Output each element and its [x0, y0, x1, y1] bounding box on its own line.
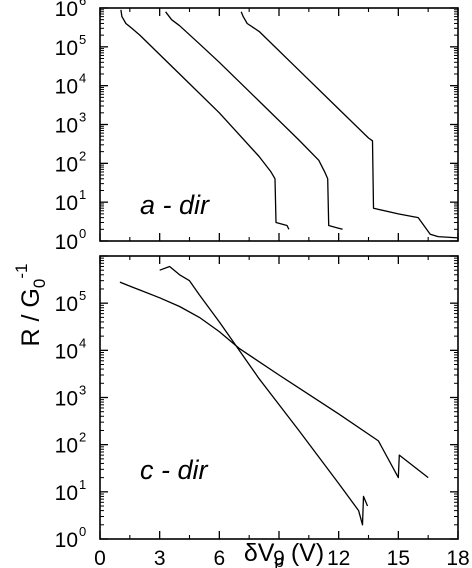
x-axis-title-sub: p [274, 552, 283, 568]
x-axis-title: δVp (V) [244, 539, 324, 568]
y-tick-label: 10 [55, 37, 78, 60]
x-axis-title-main: δV [244, 539, 275, 567]
y-tick-exponent: 3 [79, 110, 86, 125]
plot-frame [99, 255, 459, 540]
series-line-1 [119, 281, 429, 479]
y-axis-label: R / G0-1 [12, 264, 49, 347]
y-axis-title-sub: 0 [30, 279, 49, 288]
series-line-3 [240, 11, 459, 239]
y-tick-base: 10 [55, 293, 78, 316]
y-tick-base: 10 [55, 192, 78, 215]
y-tick-label: 10 [55, 192, 78, 215]
y-axis-title-sup: -1 [12, 264, 31, 279]
y-tick-base: 10 [55, 76, 78, 99]
y-axis-title-main: R / G [17, 288, 45, 346]
y-tick-exponent: 3 [79, 383, 86, 398]
y-axis-title: R / G0-1 [12, 264, 49, 347]
y-tick-base: 10 [55, 231, 78, 254]
y-tick-label: 10 [55, 293, 78, 316]
y-tick-exponent: 5 [79, 32, 86, 47]
series-line-1 [120, 9, 290, 230]
y-tick-label: 10 [55, 153, 78, 176]
y-tick-label: 10 [55, 529, 78, 552]
y-tick-exponent: 5 [79, 288, 86, 303]
y-tick-label: 10 [55, 76, 78, 99]
y-tick-label: 10 [55, 388, 78, 411]
y-tick-exponent: 1 [79, 477, 86, 492]
y-tick-label: 10 [55, 231, 78, 254]
x-tick-label: 18 [446, 547, 469, 568]
y-tick-exponent: 2 [79, 430, 86, 445]
y-tick-base: 10 [55, 388, 78, 411]
x-axis-title-unit: (V) [284, 539, 324, 567]
y-tick-base: 10 [55, 153, 78, 176]
series-line-2 [159, 265, 369, 526]
x-tick-label: 12 [327, 547, 350, 568]
y-tick-exponent: 1 [79, 187, 86, 202]
y-tick-exponent: 6 [79, 0, 86, 8]
y-tick-base: 10 [55, 115, 78, 138]
x-tick-label: 3 [154, 547, 166, 568]
y-tick-exponent: 2 [79, 148, 86, 163]
y-tick-exponent: 4 [79, 335, 86, 350]
panel-label: c - dir [140, 455, 209, 485]
y-tick-exponent: 0 [79, 524, 86, 539]
x-axis-label: δVp (V) [244, 539, 324, 568]
x-tick-label: 15 [387, 547, 410, 568]
y-tick-base: 10 [55, 529, 78, 552]
y-tick-base: 10 [55, 37, 78, 60]
y-tick-exponent: 4 [79, 71, 86, 86]
y-tick-exponent: 0 [79, 226, 86, 241]
y-tick-base: 10 [55, 482, 78, 505]
y-tick-label: 10 [55, 0, 78, 21]
x-tick-label: 6 [213, 547, 225, 568]
y-tick-base: 10 [55, 340, 78, 363]
y-tick-base: 10 [55, 0, 78, 21]
series-line-2 [165, 11, 343, 230]
y-tick-label: 10 [55, 482, 78, 505]
y-tick-label: 10 [55, 435, 78, 458]
x-tick-label: 0 [94, 547, 106, 568]
y-tick-label: 10 [55, 115, 78, 138]
y-tick-base: 10 [55, 435, 78, 458]
y-tick-label: 10 [55, 340, 78, 363]
panel-label: a - dir [140, 190, 210, 220]
x-tick-label: 9 [273, 547, 285, 568]
